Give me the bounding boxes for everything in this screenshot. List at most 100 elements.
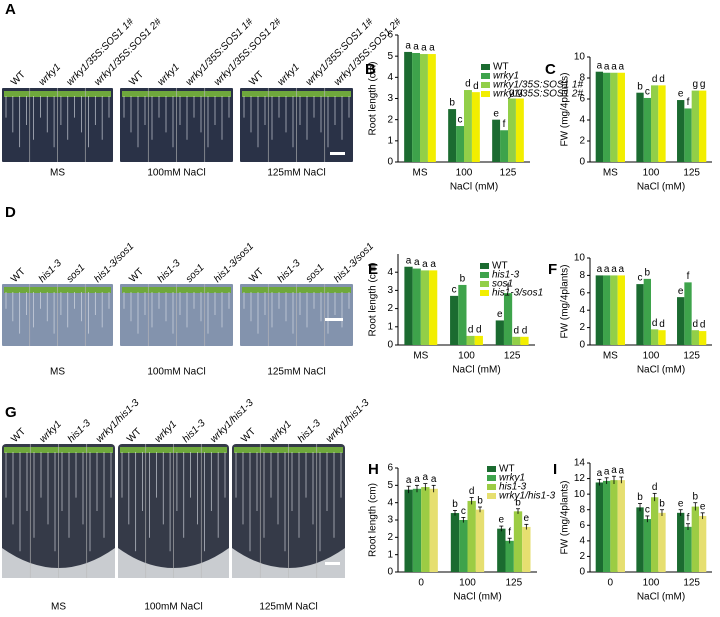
legend-label: WT [499,464,515,475]
genotype-label: sos1 [304,262,327,285]
bar [427,54,436,162]
y-tick-label: 3 [387,93,393,104]
x-tick-label: 100 [643,351,660,362]
y-tick-label: 6 [579,94,585,105]
genotype-label: his1-3 [296,418,323,445]
significance-letter: a [406,255,412,266]
significance-letter: e [497,309,503,320]
bar [404,51,413,162]
bar [508,98,516,162]
y-tick-label: 0 [387,567,393,578]
genotype-label: WT [9,426,28,445]
significance-letter: b [449,98,455,109]
genotype-label: WT [247,266,266,285]
significance-letter: b [637,81,643,92]
bar [617,275,625,345]
x-tick-label: 125 [683,168,700,179]
legend-swatch [487,484,496,490]
legend-label: wrky1/35S:SOS1 2# [493,89,583,100]
bar [610,275,618,345]
bar [404,266,413,345]
bar [691,330,699,345]
significance-letter: c [645,87,650,98]
y-tick-label: 2 [387,532,393,543]
bar [450,513,460,572]
bar [475,509,485,572]
x-tick-label: 125 [504,351,521,362]
bar [617,72,625,162]
y-tick-label: 0 [579,340,585,351]
significance-letter: a [604,466,610,477]
scale-bar [325,318,343,321]
panel-letter: B [365,61,376,78]
legend-label: WT [492,261,508,272]
y-tick-label: 0 [579,567,585,578]
significance-letter: d [652,318,658,329]
bar [658,85,666,162]
genotype-label: sos1 [184,262,207,285]
y-tick-label: 3 [387,285,393,296]
y-tick-label: 8 [579,73,585,84]
bar [595,275,604,345]
x-axis-label: NaCl (mM) [637,592,685,603]
condition-label: 100mM NaCl [147,367,205,378]
bar [610,480,618,572]
significance-letter: a [422,259,428,270]
significance-letter: a [619,61,625,72]
significance-letter: a [597,468,603,479]
y-axis-label: FW (mg/4plants) [560,265,571,339]
panel-letter: E [368,261,378,278]
bar [677,100,685,162]
bar [421,487,430,572]
y-axis-label: FW (mg/4plants) [560,73,571,147]
y-tick-label: 5 [387,480,393,491]
y-tick-label: 0 [387,157,393,168]
significance-letter: g [700,79,706,90]
significance-letter: a [611,264,617,275]
bar [603,72,611,162]
x-tick-label: 125 [683,351,700,362]
bar [595,71,604,162]
condition-label: 125mM NaCl [267,367,325,378]
x-tick-label: 0 [608,578,614,589]
panel-letter: F [548,261,557,278]
y-tick-label: 8 [579,504,585,515]
significance-letter: c [638,273,643,284]
bar [636,284,644,345]
bar [658,330,666,345]
x-tick-label: 125 [505,578,522,589]
significance-letter: a [597,264,603,275]
x-tick-label: 125 [500,168,517,179]
bar [603,480,611,572]
significance-letter: e [493,108,499,119]
legend-swatch [480,290,489,296]
x-tick-label: MS [413,168,428,179]
significance-letter: a [429,43,435,54]
genotype-label: WT [9,266,28,285]
bar [610,72,618,162]
x-tick-label: MS [603,351,618,362]
bar [651,85,659,162]
genotype-label: his1-3 [156,258,183,285]
genotype-label: his1-3 [37,258,64,285]
legend-swatch [480,272,489,278]
bar [636,507,644,572]
bar [651,497,659,572]
y-tick-label: 2 [579,136,585,147]
bar [471,92,480,162]
x-tick-label: 125 [683,578,700,589]
legend-label: sos1 [492,279,513,290]
y-tick-label: 2 [579,322,585,333]
significance-letter: d [473,81,479,92]
x-axis-label: NaCl (mM) [452,365,500,376]
bar [658,512,666,572]
legend-swatch [487,493,496,499]
bar [464,90,472,162]
significance-letter: b [659,498,665,509]
significance-letter: c [458,115,463,126]
panel-letter: D [5,204,16,221]
bar [603,275,611,345]
y-tick-label: 2 [387,114,393,125]
bar [404,489,413,572]
significance-letter: a [405,41,411,52]
